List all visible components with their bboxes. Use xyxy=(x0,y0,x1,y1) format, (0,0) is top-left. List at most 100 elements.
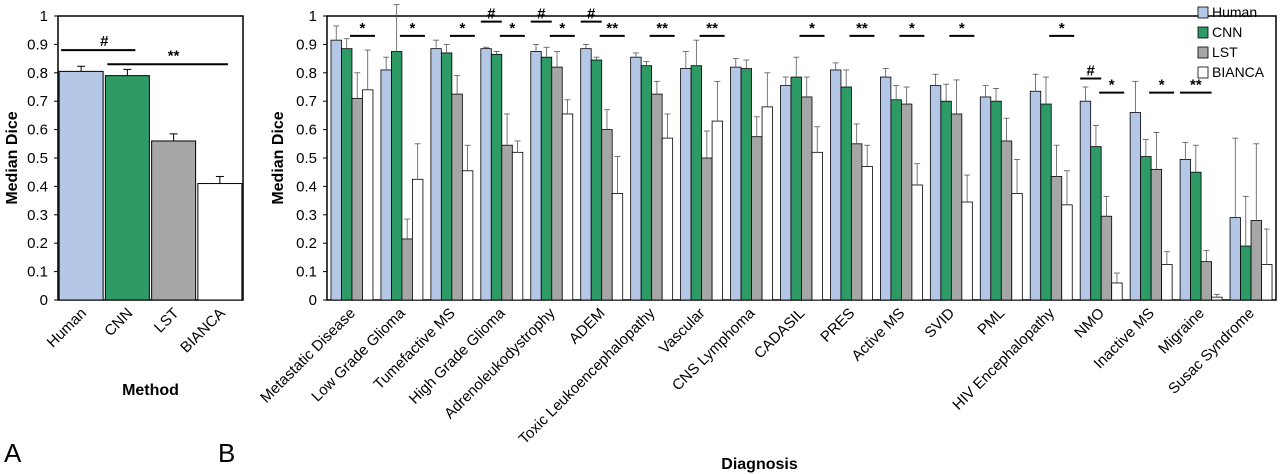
y-tick-label-a: 1 xyxy=(40,8,48,25)
significance-marker-b: # xyxy=(1087,62,1096,79)
bar-b-bianca xyxy=(412,178,424,301)
bar-b-human xyxy=(1079,100,1092,301)
bar-b-lst xyxy=(1150,168,1163,301)
bar-b-bianca xyxy=(1011,193,1023,301)
significance-marker-b: * xyxy=(360,20,366,37)
bar-b-bianca xyxy=(811,151,823,301)
bar-b-cnn xyxy=(540,56,553,301)
x-axis-title-a: Method xyxy=(122,382,179,399)
bar-b-lst xyxy=(1200,261,1212,301)
y-tick-label-a: 0.5 xyxy=(27,150,48,167)
bar-b-bianca xyxy=(1061,204,1073,301)
y-tick-label-b: 0.4 xyxy=(296,178,317,195)
y-tick-label-b: 0.6 xyxy=(296,122,317,139)
bar-b-human xyxy=(830,69,842,301)
significance-marker-b: * xyxy=(559,20,565,37)
bar-b-lst xyxy=(501,144,513,301)
significance-marker-b: * xyxy=(1109,77,1115,94)
panel-label-a: A xyxy=(4,438,22,468)
significance-marker-b: * xyxy=(959,20,965,37)
y-tick-label-a: 0.7 xyxy=(27,93,48,110)
y-tick-label-a: 0.1 xyxy=(27,264,48,281)
x-tick-label-b: ADEM xyxy=(566,305,609,348)
bar-b-bianca xyxy=(461,170,474,301)
bar-b-human xyxy=(1229,217,1241,301)
bar-b-lst xyxy=(900,103,913,301)
x-tick-label-b: SVID xyxy=(921,305,958,342)
bar-b-cnn xyxy=(1040,103,1052,301)
legend-swatch-cnn xyxy=(1197,26,1209,39)
bar-b-bianca xyxy=(362,89,374,301)
bar-b-cnn xyxy=(940,100,952,301)
significance-marker-b: # xyxy=(487,6,496,23)
y-tick-label-a: 0.3 xyxy=(27,207,48,224)
x-tick-label-a: LST xyxy=(151,305,182,336)
chart-a: 0 0.1 0.2 0.3 0.4 0.5 0.6 0.7 0.8 0.9 1 Median Dice… xyxy=(4,8,244,399)
bar-b-human xyxy=(1179,159,1191,301)
bar-b-human xyxy=(979,96,992,301)
significance-marker-a: ** xyxy=(168,47,180,64)
y-tick-label-b: 0.3 xyxy=(296,207,317,224)
significance-marker-b: # xyxy=(537,6,546,23)
y-axis-title-b: Median Dice xyxy=(270,111,287,204)
bar-b-human xyxy=(580,48,592,301)
y-tick-label-b: 1 xyxy=(309,8,317,25)
x-tick-label-b: PML xyxy=(974,305,1008,339)
legend-label-bianca: BIANCA xyxy=(1212,64,1265,80)
significance-marker-b: * xyxy=(509,20,515,37)
bar-b-lst xyxy=(950,113,963,301)
bar-b-lst xyxy=(801,96,813,301)
bar-a-bianca xyxy=(197,183,243,301)
bar-b-human xyxy=(680,68,692,301)
significance-marker-b: ** xyxy=(706,20,718,37)
bar-b-cnn xyxy=(840,86,852,301)
bar-b-cnn xyxy=(790,76,802,301)
bar-b-lst xyxy=(1000,140,1013,301)
significance-marker-a: # xyxy=(100,33,109,50)
y-tick-label-b: 0.8 xyxy=(296,65,317,82)
significance-marker-b: * xyxy=(909,20,915,37)
bar-b-human xyxy=(630,56,642,301)
bar-b-cnn xyxy=(640,65,653,301)
bar-b-human xyxy=(730,66,742,301)
bar-a-lst xyxy=(151,140,197,301)
x-axis-title-b: Diagnosis xyxy=(721,456,798,473)
bar-b-cnn xyxy=(690,65,703,301)
bar-b-bianca xyxy=(611,193,624,301)
significance-marker-b: * xyxy=(459,20,465,37)
significance-marker-b: ** xyxy=(856,20,868,37)
y-axis-title-a: Median Dice xyxy=(4,111,21,204)
y-tick-label-b: 0.5 xyxy=(296,150,317,167)
bar-b-lst xyxy=(451,93,463,301)
significance-marker-b: * xyxy=(409,20,415,37)
legend-label-cnn: CNN xyxy=(1212,24,1242,40)
bar-b-cnn xyxy=(990,100,1002,301)
significance-marker-b: * xyxy=(1059,20,1065,37)
bar-b-bianca xyxy=(1161,264,1173,301)
bar-a-human xyxy=(58,70,104,301)
bar-b-cnn xyxy=(1190,171,1202,301)
bar-b-lst xyxy=(551,66,563,301)
bar-b-cnn xyxy=(490,53,503,301)
significance-marker-b: # xyxy=(587,6,596,23)
y-tick-label-b: 0 xyxy=(309,292,317,309)
bar-b-lst xyxy=(851,143,863,301)
bar-b-human xyxy=(1129,112,1142,301)
y-tick-label-a: 0.6 xyxy=(27,122,48,139)
y-tick-label-b: 0.2 xyxy=(296,235,317,252)
bar-b-cnn xyxy=(391,51,403,301)
bar-b-bianca xyxy=(561,113,574,301)
bar-b-lst xyxy=(401,238,413,301)
y-tick-label-b: 0.7 xyxy=(296,93,317,110)
bar-b-bianca xyxy=(711,120,724,301)
legend-swatch-bianca xyxy=(1197,66,1209,79)
x-tick-label-a: BIANCA xyxy=(177,305,229,357)
bar-b-human xyxy=(530,51,542,301)
bar-a-cnn xyxy=(104,75,150,301)
legend-label-human: Human xyxy=(1212,4,1257,20)
bar-b-lst xyxy=(1250,220,1262,301)
bar-b-human xyxy=(430,48,442,301)
bar-b-cnn xyxy=(1140,156,1152,301)
x-tick-label-a: CNN xyxy=(101,305,136,340)
x-tick-label-b: Susac Syndrome xyxy=(1165,305,1258,398)
